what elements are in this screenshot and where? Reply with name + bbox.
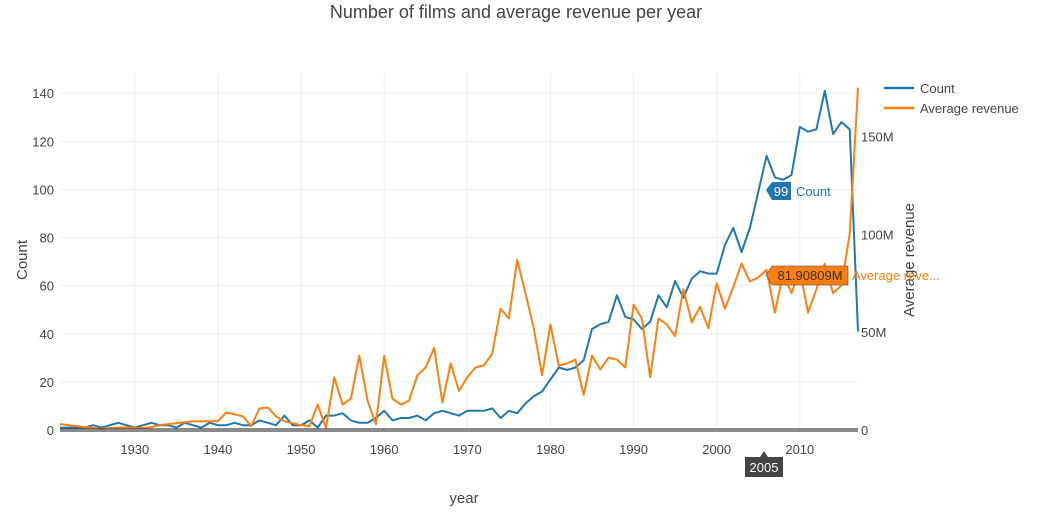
hover-revenue-tooltip: 81.90809M Average reve...: [765, 265, 940, 286]
y2-tick-label: 150M: [861, 130, 894, 145]
hover-revenue-value: 81.90809M: [777, 268, 842, 283]
y-tick-label: 120: [32, 134, 54, 149]
chart-title: Number of films and average revenue per …: [330, 2, 702, 22]
x-tick-label: 1930: [120, 442, 149, 457]
hover-x-value: 2005: [750, 460, 779, 475]
legend-label-count: Count: [920, 81, 955, 96]
legend-item-revenue[interactable]: Average revenue: [884, 101, 1019, 116]
y-tick-label: 40: [40, 327, 54, 342]
hover-count-box: [766, 182, 791, 200]
series-line-average-revenue: [59, 87, 859, 430]
hover-x-label: 2005: [745, 451, 783, 477]
hover-count-name: Count: [796, 184, 831, 199]
x-tick-label: 1940: [203, 442, 232, 457]
x-tick-label: 1960: [370, 442, 399, 457]
x-axis-title: year: [449, 490, 478, 507]
y2-tick-label: 0: [861, 423, 868, 438]
x-tick-label: 1990: [619, 442, 648, 457]
x-tick-label: 1980: [536, 442, 565, 457]
y-tick-label: 20: [40, 375, 54, 390]
y-axis-title: Count: [14, 239, 31, 280]
y2-axis-title: Average revenue: [901, 203, 918, 317]
legend[interactable]: Count Average revenue: [884, 81, 1019, 116]
hover-x-box: [745, 451, 783, 477]
x-tick-label: 2010: [785, 442, 814, 457]
y2-tick-label: 100M: [861, 227, 894, 242]
hover-revenue-name: Average reve...: [852, 268, 940, 283]
y-tick-label: 60: [40, 279, 54, 294]
y-tick-label: 0: [47, 423, 54, 438]
hover-revenue-box: [765, 265, 849, 286]
y-tick-label: 100: [32, 182, 54, 197]
y-tick-label: 80: [40, 231, 54, 246]
x-tick-label: 1950: [287, 442, 316, 457]
hover-count-tooltip: 99 Count: [766, 182, 831, 200]
y-tick-label: 140: [32, 86, 54, 101]
hover-count-value: 99: [774, 184, 788, 199]
y2-tick-label: 50M: [861, 325, 886, 340]
series-line-count: [60, 89, 859, 429]
grid: [60, 74, 858, 430]
x-tick-label: 1970: [453, 442, 482, 457]
axes: 1930 1940 1950 1960 1970 1980 1990 2000 2010 0 20 4…: [32, 86, 893, 457]
series-lines: [59, 87, 859, 430]
legend-label-revenue: Average revenue: [920, 101, 1019, 116]
legend-item-count[interactable]: Count: [884, 81, 955, 96]
hover-layer: 99 Count 81.90809M Average reve... 2005: [745, 182, 940, 477]
x-tick-label: 2000: [702, 442, 731, 457]
